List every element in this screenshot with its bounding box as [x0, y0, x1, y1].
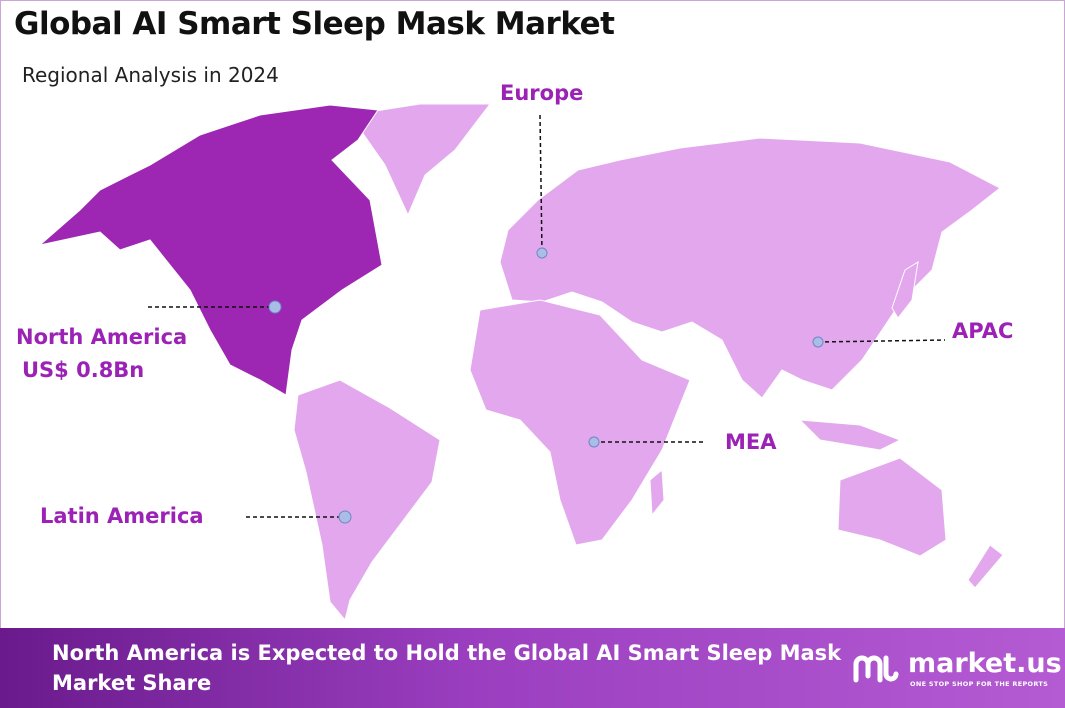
title: Global AI Smart Sleep Mask Market	[14, 6, 615, 42]
logo-icon	[853, 655, 899, 683]
footer: North America is Expected to Hold the Gl…	[0, 628, 1065, 708]
africa	[469, 299, 691, 546]
world-map	[38, 103, 1004, 622]
tagline: ONE STOP SHOP FOR THE REPORTS	[910, 680, 1049, 688]
marker	[536, 247, 548, 259]
south-america	[293, 379, 441, 622]
subtitle: Regional Analysis in 2024	[22, 63, 279, 87]
north-america	[38, 104, 383, 396]
australia	[837, 457, 947, 557]
marker	[338, 510, 352, 524]
leader-line	[539, 114, 543, 254]
region-value: US$ 0.8Bn	[22, 358, 145, 382]
region-label: North America	[16, 325, 188, 349]
region-label: Europe	[500, 81, 584, 105]
region-label: APAC	[952, 319, 1014, 343]
marker	[268, 300, 282, 314]
logo: market.us	[908, 648, 1062, 679]
indonesia	[798, 419, 902, 451]
footer-text: North America is Expected to Hold the Gl…	[52, 641, 842, 695]
japan	[891, 261, 919, 319]
region-label: MEA	[725, 430, 777, 454]
marker	[812, 336, 824, 348]
madagascar	[649, 468, 665, 517]
eurasia	[499, 137, 1001, 399]
marker	[588, 436, 600, 448]
greenland	[349, 103, 492, 217]
region-label: Latin America	[40, 504, 204, 528]
leader-line	[817, 339, 946, 343]
new-zealand	[967, 544, 1004, 589]
